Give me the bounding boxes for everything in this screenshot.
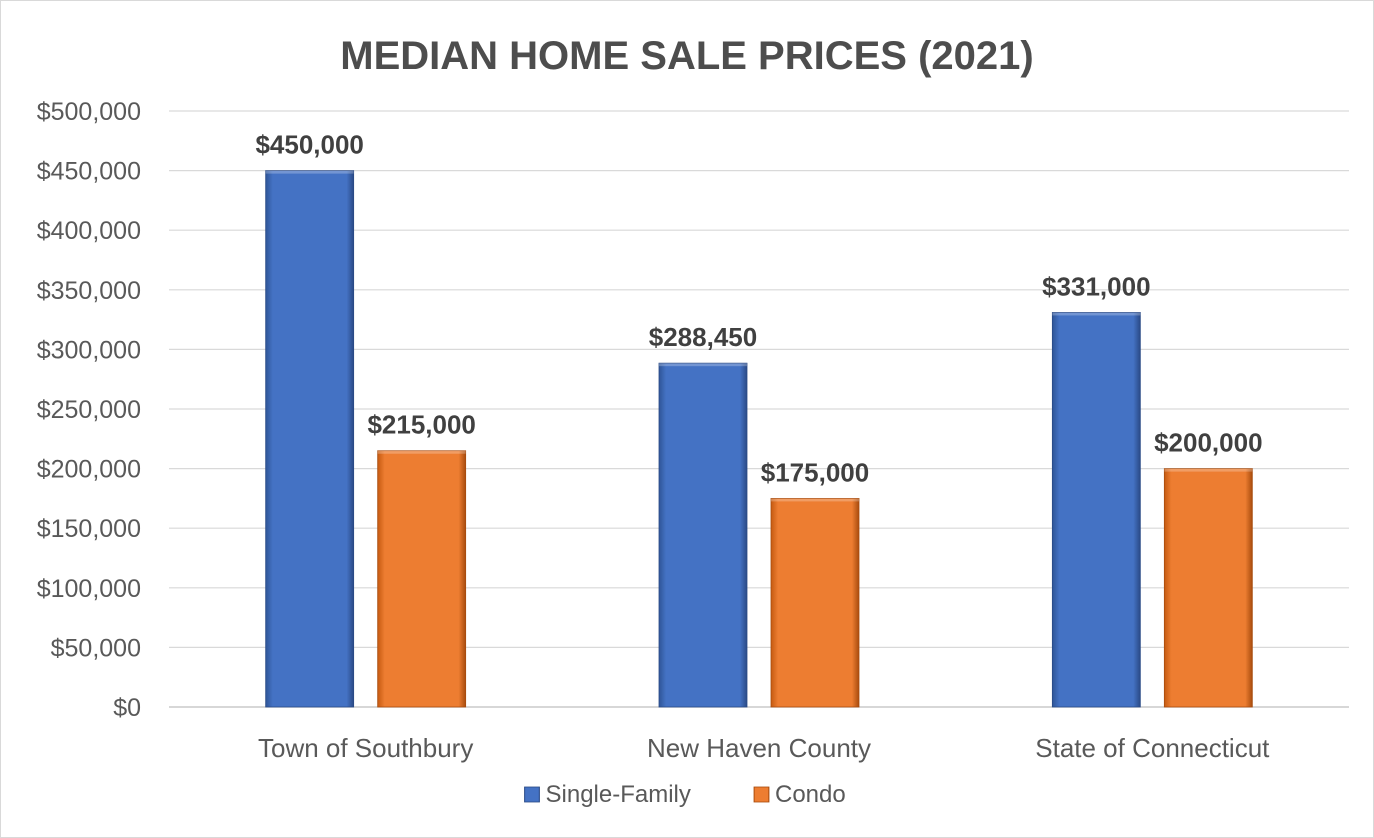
data-label: $331,000 [1042, 271, 1150, 301]
legend-swatch-single-family[interactable] [524, 786, 540, 803]
data-label: $175,000 [761, 457, 869, 487]
x-tick-label: State of Connecticut [1035, 733, 1270, 763]
x-tick-label: New Haven County [647, 733, 871, 763]
legend-swatch-condo[interactable] [753, 786, 770, 803]
y-tick-label: $350,000 [37, 277, 141, 305]
y-axis-tick-labels: $0 $50,000 $100,000 $150,000 $200,000 $250,00… [37, 98, 141, 722]
x-tick-label: Town of Southbury [258, 733, 473, 763]
data-label: $215,000 [367, 410, 475, 440]
y-tick-label: $400,000 [37, 217, 141, 245]
bar-condo-2 [1163, 468, 1253, 708]
x-axis-tick-labels: Town of Southbury New Haven County State o… [258, 733, 1270, 763]
data-labels: $450,000 $215,000 $288,450 $175,000 $331,000… [255, 130, 1262, 488]
bar-single-family-0 [265, 170, 355, 708]
bar-highlight [265, 170, 354, 174]
y-tick-label: $250,000 [37, 396, 141, 424]
bars [265, 170, 1253, 708]
bar-highlight [771, 498, 859, 502]
data-label: $200,000 [1154, 428, 1262, 458]
y-tick-label: $0 [113, 694, 141, 722]
bar-highlight [1052, 312, 1141, 316]
y-tick-label: $500,000 [37, 98, 141, 126]
data-label: $450,000 [255, 130, 363, 160]
bar-condo-0 [377, 450, 467, 708]
chart-title: MEDIAN HOME SALE PRICES (2021) [340, 34, 1033, 78]
bar-highlight [1164, 468, 1253, 472]
y-tick-label: $300,000 [37, 336, 141, 364]
legend[interactable]: Single-Family Condo [524, 781, 846, 808]
bar-highlight [377, 450, 466, 454]
bar-condo-1 [770, 497, 860, 708]
y-tick-label: $50,000 [51, 634, 141, 662]
gridlines [169, 110, 1349, 708]
legend-label[interactable]: Single-Family [546, 781, 691, 808]
legend-label[interactable]: Condo [775, 781, 846, 808]
y-tick-label: $450,000 [37, 158, 141, 186]
y-tick-label: $150,000 [37, 515, 141, 543]
bar-single-family-2 [1051, 312, 1141, 708]
y-tick-label: $100,000 [37, 575, 141, 603]
data-label: $288,450 [649, 322, 757, 352]
bar-highlight [659, 363, 747, 367]
bar-single-family-1 [658, 362, 748, 708]
y-tick-label: $200,000 [37, 456, 141, 484]
